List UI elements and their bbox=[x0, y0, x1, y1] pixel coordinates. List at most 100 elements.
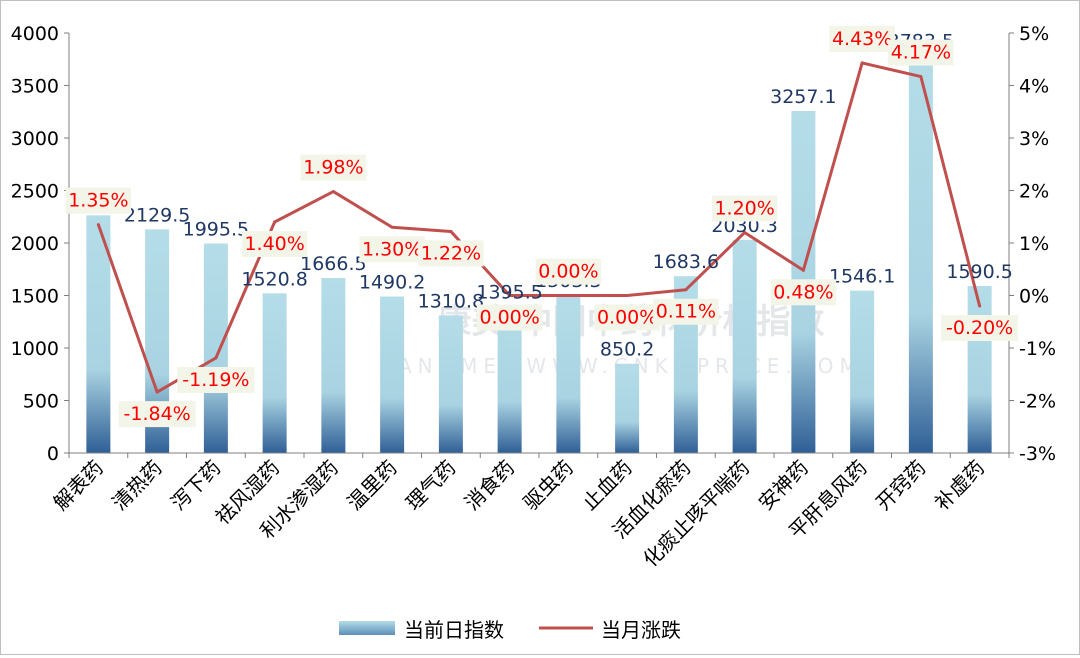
bar-7 bbox=[438, 315, 463, 453]
line-label-bg bbox=[418, 240, 484, 267]
line-label-bg bbox=[829, 25, 895, 52]
line-series bbox=[96, 61, 982, 394]
y-left-tick-label: 4000 bbox=[11, 23, 59, 45]
line-label-bg bbox=[241, 231, 308, 257]
bar-data-label: 1520.8 bbox=[241, 268, 307, 290]
bar-14 bbox=[850, 290, 875, 453]
line-point-15 bbox=[919, 75, 923, 79]
line-data-label: 0.00% bbox=[538, 261, 598, 283]
line-point-14 bbox=[860, 61, 864, 65]
line-data-label: 1.20% bbox=[714, 198, 774, 220]
bar-data-label: 1546.1 bbox=[829, 266, 895, 288]
y-right-tick-label: 4% bbox=[1019, 76, 1049, 98]
line-data-label: 0.00% bbox=[597, 307, 657, 329]
line-label-bg bbox=[118, 401, 196, 428]
y-left-tick-label: 2000 bbox=[11, 233, 59, 255]
line-point-5 bbox=[331, 190, 335, 194]
line-data-label: 4.43% bbox=[832, 28, 892, 50]
line-point-16 bbox=[978, 304, 982, 308]
x-category-label: 开窍药 bbox=[871, 456, 930, 515]
y-right-tick-label: -2% bbox=[1019, 391, 1056, 413]
line-label-bg bbox=[711, 195, 778, 222]
bar-data-label: 2129.5 bbox=[124, 204, 190, 226]
y-left-tick-label: 1500 bbox=[11, 286, 59, 308]
x-category-label: 理气药 bbox=[401, 456, 460, 515]
y-left-tick-label: 3500 bbox=[11, 76, 59, 98]
bar-15 bbox=[908, 55, 933, 454]
line-data-label: 1.30% bbox=[362, 238, 422, 260]
bar-data-label: 3257.1 bbox=[770, 86, 836, 108]
x-category-label: 化痰止咳平喘药 bbox=[638, 456, 754, 572]
line-point-9 bbox=[566, 294, 570, 297]
line-label-bg bbox=[653, 298, 719, 325]
y-left-tick-label: 2500 bbox=[11, 181, 59, 203]
line-data-label: -0.20% bbox=[946, 317, 1013, 339]
legend-bar-swatch bbox=[339, 621, 395, 635]
y-right-tick-label: -3% bbox=[1019, 443, 1056, 465]
bar-9 bbox=[556, 295, 581, 453]
line-label-bg bbox=[535, 258, 602, 285]
line-label-bg bbox=[941, 315, 1019, 341]
x-category-label: 消食药 bbox=[460, 456, 519, 515]
x-category-label: 补虚药 bbox=[930, 456, 989, 515]
bar-data-label: 1395.5 bbox=[476, 281, 542, 303]
x-category-label: 温里药 bbox=[342, 456, 401, 515]
y-left-tick-label: 1000 bbox=[11, 338, 59, 360]
line-point-13 bbox=[801, 268, 805, 272]
legend-bar-label: 当前日指数 bbox=[404, 618, 504, 642]
y-right-tick-label: 0% bbox=[1019, 286, 1049, 308]
line-label-bg bbox=[359, 236, 425, 263]
bar-data-label: 1490.2 bbox=[359, 272, 425, 294]
line-data-label: -1.19% bbox=[182, 369, 249, 391]
legend: 当前日指数 当月涨跌 bbox=[339, 618, 681, 642]
bar-data-label: 850.2 bbox=[600, 339, 654, 361]
line-point-3 bbox=[214, 356, 218, 360]
y-right-tick-label: 1% bbox=[1019, 233, 1049, 255]
line-point-2 bbox=[155, 390, 159, 394]
bar-data-label: 1590.5 bbox=[946, 261, 1012, 283]
line-point-1 bbox=[96, 223, 100, 227]
bar-5 bbox=[321, 278, 346, 453]
bar-12 bbox=[732, 239, 757, 453]
line-data-label: 1.22% bbox=[421, 242, 481, 264]
line-data-label: -1.84% bbox=[124, 403, 191, 425]
line-label-bg bbox=[594, 304, 660, 331]
line-point-11 bbox=[684, 288, 688, 292]
line-data-label: 1.40% bbox=[244, 233, 304, 255]
y-left-tick-label: 500 bbox=[23, 391, 59, 413]
bar-8 bbox=[497, 306, 522, 453]
y-right-tick-label: -1% bbox=[1019, 338, 1056, 360]
y-right-tick-label: 3% bbox=[1019, 128, 1049, 150]
bar-10 bbox=[615, 363, 640, 453]
y-right-tick-label: 2% bbox=[1019, 181, 1049, 203]
bar-data-label: 1310.8 bbox=[418, 290, 484, 312]
line-label-bg bbox=[888, 39, 954, 66]
y-left-tick-label: 0 bbox=[47, 443, 59, 465]
line-label-bg bbox=[300, 154, 367, 181]
bar-3 bbox=[203, 243, 228, 453]
line-label-bg bbox=[770, 279, 837, 306]
line-label-bg bbox=[65, 187, 132, 214]
line-point-12 bbox=[743, 231, 747, 234]
line-label-bg bbox=[476, 304, 543, 331]
line-data-label: 1.98% bbox=[303, 157, 363, 179]
bar-data-label: 1666.5 bbox=[300, 253, 366, 275]
legend-line-label: 当月涨跌 bbox=[601, 618, 681, 642]
line-label-bg bbox=[177, 366, 255, 393]
line-data-label: 0.48% bbox=[773, 281, 833, 303]
line-data-label: 4.17% bbox=[891, 42, 951, 64]
line-data-label: 0.11% bbox=[656, 301, 716, 323]
bar-data-label: 1683.6 bbox=[653, 251, 719, 273]
bar-data-label: 1995.5 bbox=[183, 218, 249, 240]
bar-1 bbox=[86, 215, 111, 453]
x-category-label: 清热药 bbox=[107, 456, 166, 515]
bar-16 bbox=[967, 285, 992, 453]
bar-6 bbox=[380, 296, 405, 453]
line-point-4 bbox=[273, 220, 277, 224]
line-data-label: 0.00% bbox=[479, 307, 539, 329]
x-category-label: 驱虫药 bbox=[519, 456, 578, 515]
bar-4 bbox=[262, 293, 287, 453]
y-left-tick-label: 3000 bbox=[11, 128, 59, 150]
